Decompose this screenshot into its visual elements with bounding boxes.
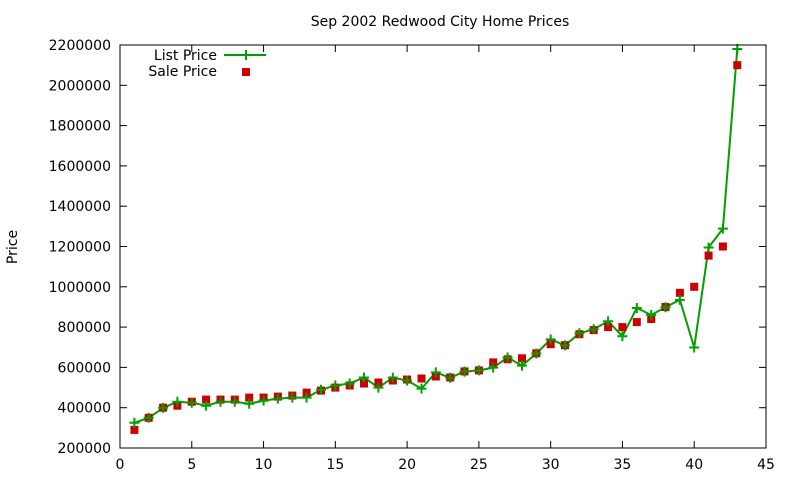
list-price-point [402,375,413,386]
sale-price-point [489,358,498,367]
list-price-point [359,372,369,383]
y-tick-label: 1200000 [49,240,111,256]
sale-price-point [690,282,699,291]
x-tick-label: 15 [326,457,344,473]
sale-price-point [632,318,641,327]
list-price-point [258,395,269,406]
x-tick-label: 35 [614,457,632,473]
list-price-point [588,324,599,335]
list-price-point [717,223,728,234]
list-price-point [143,412,154,423]
list-price-point [574,328,585,339]
list-price-point [373,382,384,393]
list-price-point [703,242,714,253]
sale-price-point [618,323,627,332]
sale-price-point [374,378,383,387]
chart-title: Sep 2002 Redwood City Home Prices [311,14,570,30]
list-price-point [272,393,283,404]
legend-marker-sale-price [242,68,250,76]
plot-frame [119,44,767,449]
list-price-point [416,383,427,394]
ticks-layer: 0 5 10 15 20 25 30 35 40 45 200000 400000 600000 8000… [49,38,775,473]
list-price-point [660,302,671,313]
series-layer [129,44,743,434]
list-price-point [445,372,456,383]
y-tick-label: 200000 [58,441,111,457]
x-tick-label: 0 [116,457,125,473]
y-tick-label: 2200000 [49,38,111,54]
list-price-point [158,402,169,413]
legend-marker-list-price [241,50,251,60]
list-price-point [316,384,326,395]
sale-price-point [718,242,727,251]
sale-price-point [704,251,713,260]
list-price-point [215,396,226,407]
list-price-point [531,348,542,359]
legend-label-list-price: List Price [154,48,217,64]
x-tick-label: 45 [757,457,775,473]
list-price-point [502,352,513,363]
y-tick-label: 1400000 [49,199,111,215]
sale-price-point [202,395,211,404]
sale-price-point [360,379,368,388]
y-tick-label: 600000 [58,360,111,376]
list-price-point [689,342,700,353]
sale-price-point [733,61,742,70]
list-price-point [229,396,240,407]
sale-price-point [518,354,526,363]
sale-price-point [130,425,139,434]
x-tick-label: 5 [187,457,196,473]
list-price-point [674,294,685,305]
list-price-point [545,334,556,345]
list-price-point [732,44,743,54]
x-tick-label: 30 [542,457,560,473]
list-price-point [287,392,298,403]
list-price-point [129,417,140,428]
x-tick-label: 25 [470,457,488,473]
y-tick-label: 1000000 [49,280,111,296]
list-price-point [301,392,312,403]
y-tick-label: 1800000 [49,119,111,135]
sale-price-point [604,323,613,332]
y-axis-label: Price [5,230,21,264]
sale-price-point [417,374,426,383]
list-price-point [488,362,499,373]
legend-label-sale-price: Sale Price [148,64,217,80]
list-price-point [473,365,484,376]
y-tick-label: 800000 [58,320,111,336]
list-price-point [186,397,197,408]
list-price-point [201,400,212,411]
list-price-point [560,340,570,351]
y-tick-label: 2000000 [49,78,111,94]
list-price-point [517,360,527,371]
list-price-point [459,366,470,377]
x-tick-label: 10 [255,457,273,473]
list-price-point [172,396,183,407]
list-price-point [430,367,441,378]
list-price-point [330,380,341,391]
y-tick-label: 1600000 [49,159,111,175]
y-tick-label: 400000 [58,401,111,417]
legend: List Price Sale Price [148,48,266,80]
list-price-point [387,372,398,383]
list-price-point [344,378,355,389]
list-price-point [646,310,657,320]
x-tick-label: 20 [398,457,416,473]
x-tick-label: 40 [685,457,703,473]
list-price-point [631,303,642,313]
list-price-point [603,316,614,327]
list-price-point [617,331,628,342]
sale-price-point [245,393,254,402]
list-price-point [244,398,255,409]
sale-price-point [675,288,684,297]
list-price-line [134,48,739,424]
